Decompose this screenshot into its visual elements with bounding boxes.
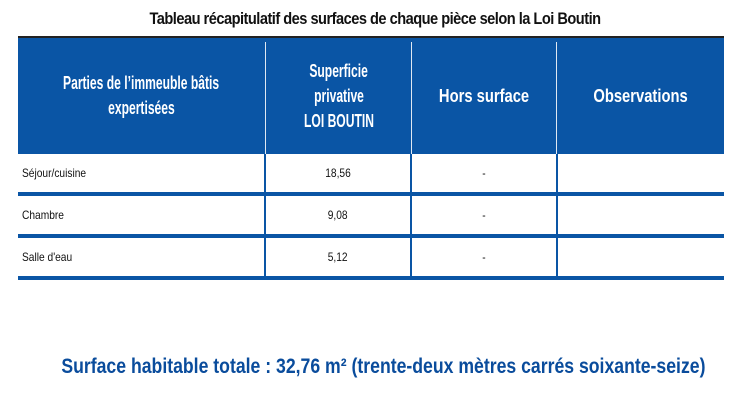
cell-hors-surface: - bbox=[482, 166, 486, 180]
cell-piece: Chambre bbox=[22, 208, 64, 222]
header-divider bbox=[556, 42, 557, 154]
table-body: Séjour/cuisine 18,56 - Chambre 9,08 - Sa… bbox=[18, 154, 724, 280]
column-divider bbox=[410, 154, 413, 192]
cell-superficie: 5,12 bbox=[328, 250, 349, 264]
cell-observations bbox=[558, 196, 724, 234]
cell-hors-surface: - bbox=[482, 250, 486, 264]
column-divider bbox=[263, 196, 266, 234]
header-line: LOI BOUTIN bbox=[303, 110, 374, 131]
header-line: Superficie bbox=[309, 60, 368, 81]
title-underline bbox=[18, 36, 724, 38]
header-observations: Observations bbox=[593, 85, 688, 106]
cell-superficie: 18,56 bbox=[325, 166, 351, 180]
header-line: Parties de l’immeuble bâtis bbox=[63, 73, 220, 93]
table-title: Tableau récapitulatif des surfaces de ch… bbox=[149, 9, 601, 28]
cell-observations bbox=[558, 154, 724, 192]
cell-observations bbox=[558, 238, 724, 276]
header-divider bbox=[265, 42, 266, 154]
header-parties: Parties de l’immeuble bâtis expertisées bbox=[18, 38, 265, 154]
header-hors-surface: Hors surface bbox=[438, 85, 530, 106]
cell-hors-surface: - bbox=[482, 208, 486, 222]
cell-superficie: 9,08 bbox=[328, 208, 349, 222]
header-line: privative bbox=[313, 85, 364, 106]
table-row: Salle d'eau 5,12 - bbox=[18, 238, 724, 280]
cell-piece: Séjour/cuisine bbox=[22, 166, 87, 180]
total-surface-summary: Surface habitable totale : 32,76 m² (tre… bbox=[61, 355, 706, 378]
cell-piece: Salle d'eau bbox=[22, 250, 73, 264]
column-divider bbox=[555, 154, 558, 192]
column-divider bbox=[410, 196, 413, 234]
header-line: expertisées bbox=[108, 98, 175, 118]
header-divider bbox=[411, 42, 412, 154]
column-divider bbox=[263, 238, 266, 276]
column-divider bbox=[555, 238, 558, 276]
header-superficie: Superficie privative LOI BOUTIN bbox=[266, 38, 411, 154]
table-row: Chambre 9,08 - bbox=[18, 196, 724, 238]
column-divider bbox=[263, 154, 266, 192]
table-row: Séjour/cuisine 18,56 - bbox=[18, 154, 724, 196]
column-divider bbox=[555, 196, 558, 234]
table-header: Parties de l’immeuble bâtis expertisées S… bbox=[18, 38, 724, 154]
column-divider bbox=[410, 238, 413, 276]
